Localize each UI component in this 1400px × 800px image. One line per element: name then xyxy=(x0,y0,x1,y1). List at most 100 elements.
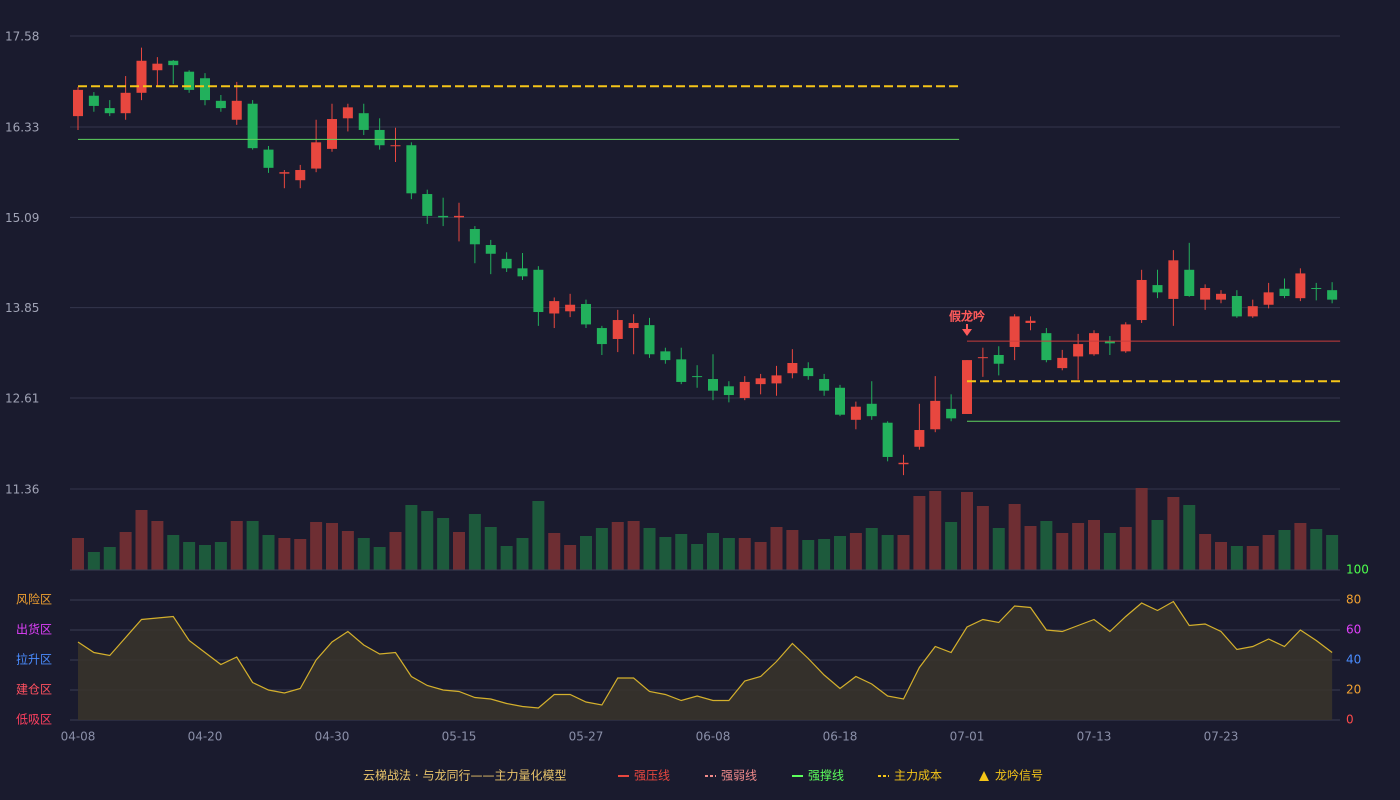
candle-body xyxy=(279,172,290,174)
candle-body xyxy=(898,462,909,465)
candle-body xyxy=(1057,357,1068,369)
candle-body xyxy=(771,375,782,384)
volume-bar xyxy=(881,535,894,570)
volume-bar xyxy=(992,528,1005,570)
candle-body xyxy=(88,95,99,106)
zone-label: 建仓区 xyxy=(16,683,52,697)
volume-bar xyxy=(976,506,989,570)
volume-bar xyxy=(1056,533,1069,570)
signal-label: 假龙吟 xyxy=(949,309,985,324)
legend-label: 龙吟信号 xyxy=(995,768,1043,783)
candle-body xyxy=(485,245,496,254)
signal-arrow-head xyxy=(962,329,972,336)
volume-bar xyxy=(230,521,243,570)
x-tick-label: 04-30 xyxy=(315,730,350,744)
volume-bar xyxy=(707,533,719,570)
legend-label: 主力成本 xyxy=(894,769,942,783)
candle-body xyxy=(628,322,639,329)
candle-body xyxy=(533,269,544,313)
candle-body xyxy=(1200,287,1211,300)
volume-bar xyxy=(278,538,291,570)
volume-bar xyxy=(1215,542,1227,570)
candle-body xyxy=(247,103,258,149)
volume-bar xyxy=(1119,527,1132,570)
zone-label: 出货区 xyxy=(16,622,52,637)
volume-bar xyxy=(294,539,307,570)
x-tick-label: 07-23 xyxy=(1204,730,1239,744)
volume-bar xyxy=(167,535,180,570)
candle-body xyxy=(501,258,512,269)
volume-bar xyxy=(500,546,513,570)
volume-bar xyxy=(1278,530,1291,570)
volume-bar xyxy=(722,538,735,570)
volume-bar xyxy=(564,545,577,570)
candle-body xyxy=(1089,333,1099,355)
candle-body xyxy=(406,145,417,194)
candle-body xyxy=(1327,290,1338,300)
candle-body xyxy=(581,304,591,325)
volume-bar xyxy=(834,536,846,570)
candle-body xyxy=(152,63,163,71)
candle-body xyxy=(946,408,957,419)
volume-bar xyxy=(627,521,640,570)
y2-tick-label: 20 xyxy=(1346,683,1361,697)
volume-bar xyxy=(929,491,942,570)
volume-bar xyxy=(1230,546,1243,570)
volume-bar xyxy=(770,527,783,570)
candle-body xyxy=(612,320,623,339)
candle-body xyxy=(549,301,560,314)
volume-bar xyxy=(516,538,529,570)
volume-bar xyxy=(1199,534,1212,570)
x-tick-label: 07-01 xyxy=(950,730,985,744)
x-tick-label: 04-08 xyxy=(61,730,96,744)
x-tick-label: 04-20 xyxy=(188,730,223,744)
volume-bar xyxy=(1088,520,1100,570)
candle-body xyxy=(231,100,242,120)
candle-body xyxy=(739,381,750,398)
candle-body xyxy=(200,78,210,101)
candle-body xyxy=(374,129,385,146)
volume-bar xyxy=(691,544,704,570)
volume-bar xyxy=(373,547,386,570)
candle-body xyxy=(644,325,655,355)
volume-bar xyxy=(1294,523,1307,570)
volume-bar xyxy=(103,547,116,570)
candle-body xyxy=(104,108,115,114)
volume-bar xyxy=(1310,529,1323,570)
volume-bar xyxy=(421,511,434,570)
y2-tick-label: 0 xyxy=(1346,713,1354,727)
y2-tick-label: 60 xyxy=(1346,623,1361,637)
volume-bar xyxy=(913,496,926,570)
candle-body xyxy=(723,386,734,396)
candle-body xyxy=(1009,316,1020,347)
volume-bar xyxy=(580,536,592,570)
candle-body xyxy=(962,360,972,414)
candle-body xyxy=(469,228,480,245)
x-tick-label: 05-27 xyxy=(569,730,604,744)
volume-bar xyxy=(1262,535,1275,570)
candle-body xyxy=(1152,285,1163,293)
zone-label: 拉升区 xyxy=(16,652,52,667)
candle-body xyxy=(120,92,131,114)
volume-bar xyxy=(437,518,450,570)
volume-bar xyxy=(87,552,100,570)
candle-body xyxy=(755,378,766,385)
candle-body xyxy=(819,379,830,391)
volume-bar xyxy=(897,535,910,570)
volume-bar xyxy=(183,542,196,570)
candle-body xyxy=(565,304,576,312)
candle-body xyxy=(295,170,306,181)
legend-title: 云梯战法 · 与龙同行——主力量化模型 xyxy=(363,769,566,783)
volume-bar xyxy=(405,505,418,570)
y2-tick-label: 100 xyxy=(1346,563,1369,577)
candle-body xyxy=(438,215,449,218)
volume-bar xyxy=(675,534,688,570)
volume-bar xyxy=(72,538,84,570)
candle-body xyxy=(1168,260,1179,299)
candle-body xyxy=(1231,296,1242,317)
volume-bar xyxy=(389,532,402,570)
indicator-area xyxy=(78,601,1333,720)
candle-body xyxy=(993,354,1004,364)
volume-bar xyxy=(961,492,973,570)
